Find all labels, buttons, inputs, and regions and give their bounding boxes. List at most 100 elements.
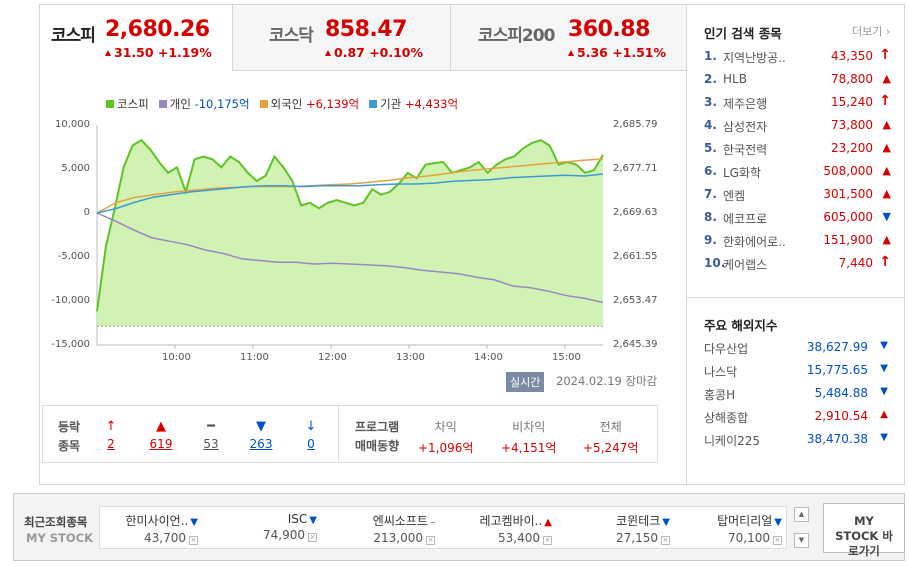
popular-item[interactable]: 3. 제주은행 15,240 ↑	[704, 93, 894, 115]
recent-stock-name[interactable]: 코윈테크 ▼	[560, 512, 670, 529]
tab-kospi[interactable]: 코스피 2,680.26 31.50 +1.19%	[39, 4, 233, 71]
recent-stock-name[interactable]: 엔씨소프트 –	[325, 512, 435, 529]
recent-stock-item[interactable]: 코윈테크 ▼ 27,150 ×	[560, 512, 670, 545]
popular-name[interactable]: LG화학	[723, 166, 762, 180]
up-triangle-icon: ▲	[882, 118, 891, 131]
tab-kospi200[interactable]: 코스피200 360.88 5.36 +1.51%	[450, 4, 687, 71]
breadth-count[interactable]: 619	[149, 437, 173, 451]
program-col-value: +4,151억	[501, 441, 557, 455]
recent-stock-item[interactable]: 레고켐바이.. ▲ 53,400 ×	[442, 512, 552, 545]
recent-stock-name[interactable]: 한미사이언.. ▼	[88, 512, 198, 529]
more-link[interactable]: 더보기 ›	[852, 23, 890, 39]
arrow-up-icon: ▲	[798, 510, 805, 518]
up-triangle-icon	[105, 50, 111, 56]
breadth-count[interactable]: 2	[107, 437, 115, 451]
popular-price: 605,000	[823, 210, 873, 224]
popular-name[interactable]: 제주은행	[723, 97, 768, 111]
breadth-col[interactable]: ▲ 619	[146, 417, 176, 451]
y-left-tick: -10,000	[51, 295, 90, 306]
breadth-label-1: 등락	[58, 420, 81, 434]
scroll-up-button[interactable]: ▲	[794, 507, 809, 522]
world-index-item[interactable]: 다우산업 38,627.99 ▼	[704, 340, 894, 360]
remove-icon[interactable]: ×	[426, 536, 435, 545]
y-left-tick: 0	[83, 207, 90, 218]
popular-title: 인기 검색 종목	[704, 26, 782, 41]
popular-item[interactable]: 1. 지역난방공.. 43,350 ↑	[704, 47, 894, 69]
popular-name[interactable]: 삼성전자	[723, 120, 768, 134]
popular-item[interactable]: 7. 엔켐 301,500 ▲	[704, 187, 894, 207]
popular-name[interactable]: HLB	[723, 72, 747, 86]
world-index-item[interactable]: 홍콩H 5,484.88 ▼	[704, 386, 894, 406]
popular-name[interactable]: 엔켐	[723, 189, 746, 203]
breadth-count[interactable]: 263	[249, 437, 273, 451]
world-index-value: 38,627.99	[806, 340, 868, 354]
recent-stock-price: 74,900 ×	[207, 528, 317, 542]
popular-item[interactable]: 2. HLB 78,800 ▲	[704, 72, 894, 92]
program-label-1: 프로그램	[355, 420, 400, 434]
tab-kospi-value: 2,680.26	[105, 17, 210, 42]
kospi-investor-chart	[96, 125, 604, 349]
tab-kosdaq-name: 코스닥	[269, 26, 314, 46]
recent-stock-name[interactable]: 레고켐바이.. ▲	[442, 512, 552, 529]
breadth-count[interactable]: 0	[307, 437, 315, 451]
remove-icon[interactable]: ×	[189, 536, 198, 545]
up-triangle-icon: ▲	[882, 141, 891, 154]
tab-kosdaq-value: 858.47	[325, 17, 407, 42]
realtime-badge[interactable]: 실시간	[506, 372, 545, 392]
breadth-col[interactable]: ↓ 0	[296, 417, 326, 451]
recent-stock-name[interactable]: 탑머티리얼 ▼	[672, 512, 782, 529]
remove-icon[interactable]: ×	[773, 536, 782, 545]
kospi-line	[96, 138, 604, 312]
world-index-name: 홍콩H	[704, 388, 736, 402]
y-right-tick: 2,653.47	[613, 295, 658, 306]
tab-kosdaq[interactable]: 코스닥 858.47 0.87 +0.10%	[232, 4, 451, 71]
world-index-item[interactable]: 니케이225 38,470.38 ▼	[704, 432, 894, 452]
y-right-tick: 2,685.79	[613, 119, 658, 130]
scroll-down-button[interactable]: ▼	[794, 533, 809, 548]
index-panel	[39, 70, 687, 485]
recent-stock-name-text: 엔씨소프트	[372, 514, 428, 528]
kospi-swatch-icon	[106, 100, 114, 108]
down-triangle-icon: ▼	[190, 517, 198, 528]
remove-icon[interactable]: ×	[308, 533, 317, 542]
popular-item[interactable]: 8. 에코프로 605,000 ▼	[704, 210, 894, 230]
breadth-col[interactable]: ▼ 263	[246, 417, 276, 451]
x-tick: 12:00	[318, 352, 347, 363]
legend-foreign: 외국인 +6,139억	[259, 96, 359, 112]
mystock-go-button[interactable]: MY STOCK 바로가기	[823, 503, 905, 558]
breadth-count[interactable]: 53	[203, 437, 219, 451]
recent-stock-item[interactable]: ISC ▼ 74,900 ×	[207, 512, 317, 542]
program-col: 비차익 +4,151억	[501, 418, 556, 456]
program-col-head: 차익	[434, 420, 457, 434]
popular-item[interactable]: 4. 삼성전자 73,800 ▲	[704, 118, 894, 138]
recent-stock-item[interactable]: 엔씨소프트 –213,000 ×	[325, 512, 435, 545]
recent-stock-item[interactable]: 탑머티리얼 ▼ 70,100 ×	[672, 512, 782, 545]
popular-price: 508,000	[823, 164, 873, 178]
remove-icon[interactable]: ×	[661, 536, 670, 545]
popular-name[interactable]: 케어랩스	[723, 258, 768, 272]
y-right-tick: 2,645.39	[613, 339, 658, 350]
x-tick: 14:00	[474, 352, 503, 363]
popular-name[interactable]: 지역난방공..	[723, 51, 786, 65]
up-triangle-icon	[568, 50, 574, 56]
popular-name[interactable]: 에코프로	[723, 212, 768, 226]
popular-rank: 9.	[704, 233, 717, 247]
remove-icon[interactable]: ×	[543, 536, 552, 545]
world-index-item[interactable]: 상해종합 2,910.54 ▲	[704, 409, 894, 429]
recent-stock-price-text: 53,400	[498, 531, 540, 545]
popular-name[interactable]: 한국전력	[723, 143, 768, 157]
down-triangle-icon: ▼	[880, 386, 888, 397]
popular-item[interactable]: 10. 케어랩스 7,440 ↑	[704, 254, 894, 276]
recent-stock-item[interactable]: 한미사이언.. ▼ 43,700 ×	[88, 512, 198, 545]
popular-item[interactable]: 6. LG화학 508,000 ▲	[704, 164, 894, 184]
popular-name[interactable]: 한화에어로..	[723, 235, 786, 249]
world-index-item[interactable]: 나스닥 15,775.65 ▼	[704, 363, 894, 383]
popular-item[interactable]: 9. 한화에어로.. 151,900 ▲	[704, 233, 894, 253]
up-triangle-icon	[325, 50, 331, 56]
breadth-col[interactable]: ↑ 2	[96, 417, 126, 451]
recent-stock-name[interactable]: ISC ▼	[207, 512, 317, 526]
popular-item[interactable]: 5. 한국전력 23,200 ▲	[704, 141, 894, 161]
breadth-col[interactable]: ━ 53	[196, 417, 226, 451]
popular-price: 78,800	[831, 72, 873, 86]
popular-price: 15,240	[831, 95, 873, 109]
